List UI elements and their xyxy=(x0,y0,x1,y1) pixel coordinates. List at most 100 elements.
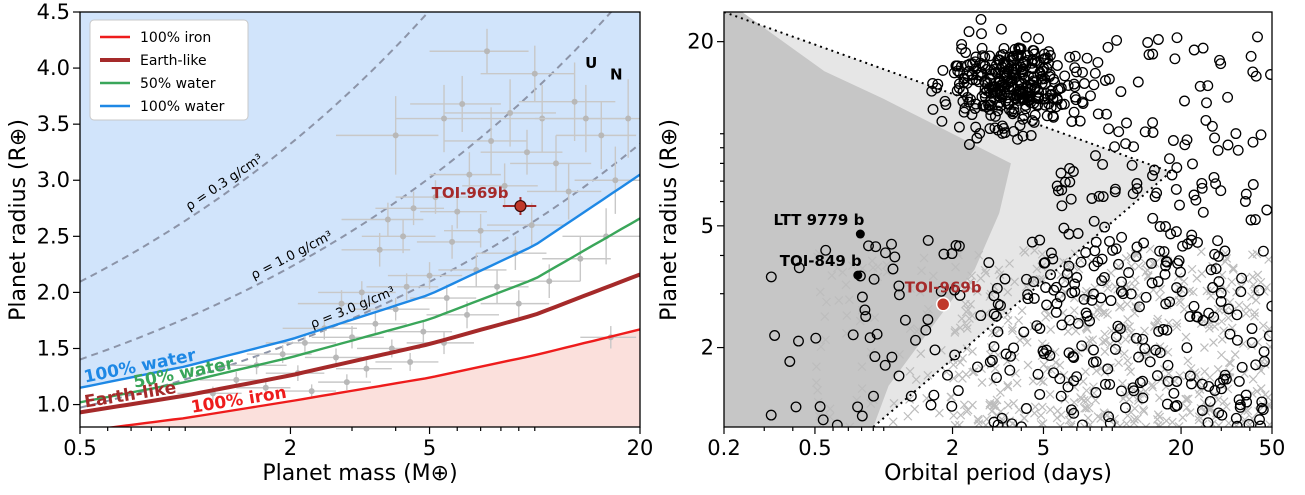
population-circle xyxy=(1058,222,1070,234)
population-circle xyxy=(1032,99,1044,111)
population-circle xyxy=(1160,221,1171,232)
population-circle xyxy=(942,369,953,381)
population-cross xyxy=(1227,323,1237,333)
y-tick-label: 3.5 xyxy=(37,112,70,136)
data-point xyxy=(534,84,625,153)
population-cross xyxy=(1249,312,1259,321)
composition-curve xyxy=(80,173,640,389)
population-circle xyxy=(1212,235,1224,247)
population-circle xyxy=(1209,132,1221,144)
population-cross xyxy=(955,323,965,333)
population-circle xyxy=(956,38,968,50)
population-cross xyxy=(959,400,969,410)
point-marker xyxy=(483,48,490,55)
population-cross xyxy=(985,400,995,410)
population-circle xyxy=(997,48,1009,60)
labeled-planets: LTT 9779 b TOI-849 b TOI-969b xyxy=(774,211,982,312)
population-circle xyxy=(1173,255,1185,267)
population-cross xyxy=(1187,264,1197,274)
y-tick-label: 3.0 xyxy=(37,168,70,192)
population-circle xyxy=(1230,128,1242,140)
population-circle xyxy=(995,100,1007,112)
population-cross xyxy=(838,267,848,277)
population-circle xyxy=(1050,306,1062,318)
population-cross xyxy=(1221,402,1231,412)
population-circle xyxy=(1171,376,1183,387)
population-cross xyxy=(1228,263,1238,273)
point-marker xyxy=(308,388,315,395)
point-marker xyxy=(612,177,619,184)
population-circle xyxy=(1088,215,1100,227)
population-circle xyxy=(969,56,981,68)
population-circle xyxy=(1170,226,1182,238)
data-point xyxy=(361,219,436,254)
population-circle xyxy=(1051,298,1063,310)
population-cross xyxy=(1005,259,1014,268)
population-circle xyxy=(1064,314,1076,326)
data-point xyxy=(387,262,463,290)
population-circle xyxy=(958,77,970,88)
population-cross xyxy=(954,420,964,427)
population-cross xyxy=(949,411,959,420)
population-circle xyxy=(1116,385,1127,397)
population-cross xyxy=(827,271,837,280)
legend: 100% iron Earth-like 50% water 100% water xyxy=(89,19,249,121)
highlight-label: TOI-969b xyxy=(432,184,509,202)
population-cross xyxy=(1183,356,1193,366)
population-cross xyxy=(906,284,916,294)
labeled-planet: TOI-849 b xyxy=(780,252,863,280)
population-cross xyxy=(1068,261,1078,271)
population-cross xyxy=(972,287,982,296)
point-marker xyxy=(262,384,269,391)
population-cross xyxy=(1003,287,1013,297)
population-cross xyxy=(1210,322,1220,331)
population-circle xyxy=(1154,221,1166,232)
population-cross xyxy=(1007,326,1017,336)
population-circle xyxy=(1130,251,1142,262)
population-circle xyxy=(1092,56,1104,68)
population-circle xyxy=(1162,375,1174,387)
population-cross xyxy=(844,295,854,305)
population-circle xyxy=(1040,282,1052,293)
population-cross xyxy=(1085,420,1095,427)
data-point xyxy=(486,202,567,248)
population-cross xyxy=(1088,335,1098,345)
population-circle xyxy=(886,238,897,250)
population-circle xyxy=(1047,110,1059,122)
point-marker xyxy=(531,70,538,77)
y-tick-label: 4.0 xyxy=(37,56,70,80)
population-cross xyxy=(1107,326,1117,336)
population-cross xyxy=(1059,257,1068,267)
population-cross xyxy=(1219,326,1229,336)
population-circle xyxy=(1254,414,1265,426)
point-marker xyxy=(333,354,340,361)
population-circle xyxy=(1025,97,1036,109)
population-circle xyxy=(994,92,1006,104)
population-cross xyxy=(1230,350,1240,359)
population-circle xyxy=(966,68,978,80)
population-circle xyxy=(1240,389,1252,401)
population-circle xyxy=(1054,291,1066,303)
population-cross xyxy=(1019,413,1029,423)
population-circle xyxy=(935,285,947,297)
population-circle xyxy=(1076,419,1088,427)
population-cross xyxy=(1250,308,1260,318)
population-circle xyxy=(910,334,921,346)
population-cross xyxy=(1190,368,1200,378)
population-circle xyxy=(1265,69,1272,80)
population-cross xyxy=(1256,384,1266,393)
population-cross xyxy=(957,314,967,324)
population-circle xyxy=(1134,301,1145,313)
population-circle xyxy=(1184,311,1196,322)
population-cross xyxy=(1209,338,1218,347)
population-cross xyxy=(961,307,971,317)
population-circle xyxy=(1188,300,1200,312)
population-circle xyxy=(869,351,881,363)
population-circle xyxy=(966,109,978,121)
population-cross xyxy=(905,366,915,376)
population-cross xyxy=(821,335,831,345)
data-point xyxy=(336,359,392,378)
population-circle xyxy=(1201,97,1212,109)
population-cross xyxy=(923,370,933,380)
